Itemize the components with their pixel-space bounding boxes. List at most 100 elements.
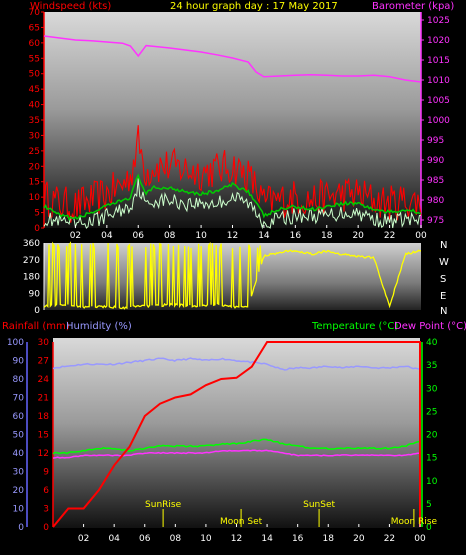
- rainfall-tick-label: 30: [38, 338, 50, 348]
- compass-n-bottom: N: [440, 306, 447, 317]
- wind-axis-title: Windspeed (kts): [30, 1, 111, 12]
- rain-x-tick-label: 02: [78, 534, 89, 544]
- rainfall-tick-label: 15: [38, 431, 49, 441]
- humidity-tick-label: 30: [13, 468, 25, 478]
- humidity-tick-label: 90: [13, 357, 25, 367]
- moonset-label: Moon Set: [220, 517, 263, 527]
- direction-tick-label: 90: [29, 289, 41, 299]
- barometer-tick-label: 975: [427, 216, 444, 226]
- rain-x-tick-label: 22: [384, 534, 395, 544]
- barometer-tick-label: 1005: [427, 96, 450, 106]
- humidity-tick-label: 10: [13, 505, 25, 515]
- barometer-tick-label: 1020: [427, 36, 450, 46]
- wind-x-tick-label: 12: [227, 231, 238, 241]
- humidity-tick-label: 60: [13, 412, 25, 422]
- direction-tick-label: 180: [23, 273, 40, 283]
- rain-x-tick-label: 00: [414, 534, 426, 544]
- humidity-axis-title: Humidity (%): [66, 321, 132, 332]
- wind-x-tick-label: 20: [352, 231, 364, 241]
- temperature-tick-label: 10: [426, 477, 438, 487]
- rainfall-tick-label: 9: [43, 468, 49, 478]
- rainfall-tick-label: 18: [38, 412, 50, 422]
- wind-x-tick-label: 22: [384, 231, 395, 241]
- rain-panel-background: [53, 338, 420, 528]
- wind-x-tick-label: 18: [321, 231, 333, 241]
- rain-x-tick-label: 18: [323, 534, 335, 544]
- barometer-tick-label: 990: [427, 156, 444, 166]
- wind-tick-label: 45: [29, 85, 40, 95]
- wind-x-tick-label: 02: [70, 231, 81, 241]
- rainfall-series: [52, 341, 421, 528]
- humidity-tick-label: 50: [13, 431, 25, 441]
- wind-tick-label: 50: [29, 70, 41, 80]
- wind-x-tick-label: 00: [415, 231, 427, 241]
- compass-w: W: [439, 257, 449, 268]
- wind-tick-label: 55: [29, 54, 40, 64]
- barometer-series: [43, 35, 422, 83]
- compass-n-top: N: [440, 240, 447, 251]
- dew-point-axis-title: Dew Point (°C): [394, 321, 466, 332]
- wind-x-tick-label: 08: [164, 231, 176, 241]
- humidity-series: [52, 357, 421, 371]
- humidity-tick-label: 20: [13, 486, 25, 496]
- barometer-tick-label: 995: [427, 136, 444, 146]
- wind-tick-label: 35: [29, 116, 40, 126]
- barometer-tick-label: 985: [427, 176, 444, 186]
- barometer-tick-label: 1025: [427, 16, 450, 26]
- rainfall-tick-label: 21: [38, 394, 49, 404]
- temperature-tick-label: 35: [426, 361, 437, 371]
- rainfall-tick-label: 6: [43, 486, 49, 496]
- temperature-tick-label: 40: [426, 338, 438, 348]
- humidity-tick-label: 40: [13, 449, 25, 459]
- sunset-label: SunSet: [303, 500, 335, 510]
- graph-title: 24 hour graph day : 17 May 2017: [170, 1, 338, 12]
- rain-x-tick-label: 12: [231, 534, 242, 544]
- temperature-axis-title: Temperature (°C): [311, 321, 398, 332]
- wind-tick-label: 30: [29, 131, 41, 141]
- humidity-tick-label: 0: [18, 523, 24, 533]
- wind-tick-label: 5: [34, 209, 40, 219]
- wind-tick-label: 60: [29, 39, 41, 49]
- wind-x-tick-label: 10: [195, 231, 207, 241]
- wind-tick-label: 0: [34, 224, 40, 234]
- barometer-tick-label: 1000: [427, 116, 450, 126]
- wind-tick-label: 20: [29, 162, 41, 172]
- rainfall-tick-label: 27: [38, 357, 49, 367]
- wind-x-tick-label: 06: [133, 231, 145, 241]
- humidity-tick-label: 80: [13, 375, 25, 385]
- wind-tick-label: 15: [29, 178, 40, 188]
- moonrise-label: Moon Rise: [391, 517, 438, 527]
- wind-tick-label: 65: [29, 23, 40, 33]
- rain-x-tick-label: 20: [353, 534, 365, 544]
- barometer-tick-label: 980: [427, 196, 444, 206]
- temperature-tick-label: 0: [426, 523, 432, 533]
- wind-tick-label: 70: [29, 8, 41, 18]
- barometer-tick-label: 1010: [427, 76, 450, 86]
- wind-gust-series: [43, 125, 422, 223]
- rain-x-tick-label: 14: [261, 534, 273, 544]
- temperature-tick-label: 30: [426, 384, 438, 394]
- temperature-tick-label: 25: [426, 407, 437, 417]
- rainfall-tick-label: 24: [38, 375, 50, 385]
- rainfall-tick-label: 3: [43, 505, 49, 515]
- temperature-series: [52, 438, 421, 455]
- rainfall-tick-label: 0: [43, 523, 49, 533]
- wind-speed-series: [43, 178, 422, 230]
- wind-x-tick-label: 16: [290, 231, 302, 241]
- wind-tick-label: 10: [29, 193, 41, 203]
- barometer-tick-label: 1015: [427, 56, 450, 66]
- direction-tick-label: 270: [23, 256, 40, 266]
- humidity-tick-label: 100: [7, 338, 24, 348]
- barometer-axis-title: Barometer (kpa): [372, 1, 454, 12]
- compass-e: E: [440, 291, 446, 302]
- direction-tick-label: 0: [34, 306, 40, 316]
- rain-x-tick-label: 08: [170, 534, 182, 544]
- rain-x-tick-label: 16: [292, 534, 304, 544]
- direction-tick-label: 360: [23, 239, 40, 249]
- temperature-tick-label: 15: [426, 454, 437, 464]
- wind-direction-series: [43, 241, 421, 310]
- rain-x-tick-label: 10: [200, 534, 212, 544]
- compass-s: S: [440, 274, 446, 285]
